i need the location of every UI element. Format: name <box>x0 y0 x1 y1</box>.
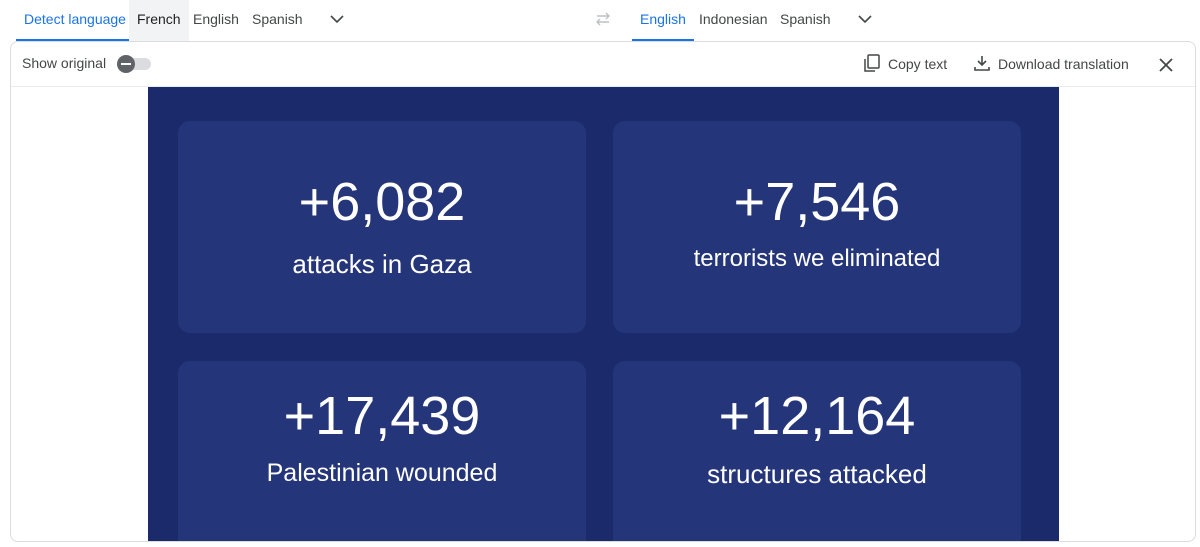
stat-label: terrorists we eliminated <box>693 245 941 272</box>
close-icon[interactable] <box>1155 54 1177 76</box>
stat-label: attacks in Gaza <box>292 249 472 279</box>
stat-number: +7,546 <box>733 172 901 232</box>
translation-toolbar: Show original Copy text Download transla… <box>11 42 1195 87</box>
language-bar: Detect language French English Spanish E… <box>0 0 1200 41</box>
stat-number: +12,164 <box>718 386 916 446</box>
target-tab-spanish[interactable]: Spanish <box>780 11 831 27</box>
download-translation-label: Download translation <box>998 56 1129 72</box>
stat-label: structures attacked <box>707 459 927 489</box>
stat-card-structures: +12,164 structures attacked <box>613 361 1021 541</box>
stat-card-attacks: +6,082 attacks in Gaza <box>178 121 586 333</box>
download-translation-button[interactable]: Download translation <box>972 52 1132 76</box>
stat-label: Palestinian wounded <box>266 459 498 487</box>
copy-icon <box>864 54 880 72</box>
target-more-languages-chevron-down-icon[interactable] <box>856 10 874 28</box>
source-tab-spanish[interactable]: Spanish <box>252 11 303 27</box>
stat-number: +17,439 <box>283 386 481 446</box>
translated-image: +6,082 attacks in Gaza +7,546 terrorists… <box>148 87 1059 541</box>
translation-panel: Show original Copy text Download transla… <box>10 41 1196 542</box>
stat-number: +6,082 <box>298 172 466 232</box>
target-tab-indonesian[interactable]: Indonesian <box>699 11 768 27</box>
stat-card-terrorists: +7,546 terrorists we eliminated <box>613 121 1021 333</box>
toggle-thumb <box>117 55 135 73</box>
stat-card-wounded: +17,439 Palestinian wounded <box>178 361 586 541</box>
copy-text-button[interactable]: Copy text <box>862 52 952 76</box>
source-more-languages-chevron-down-icon[interactable] <box>328 10 346 28</box>
show-original-label: Show original <box>22 55 107 71</box>
target-tab-english[interactable]: English <box>632 0 694 41</box>
swap-languages-icon[interactable] <box>593 9 613 29</box>
source-tab-english[interactable]: English <box>193 11 239 27</box>
copy-text-label: Copy text <box>888 56 948 72</box>
show-original-toggle[interactable] <box>117 55 151 73</box>
source-tab-detect-language[interactable]: Detect language <box>16 0 134 41</box>
download-icon <box>974 56 990 71</box>
source-tab-french[interactable]: French <box>129 0 189 41</box>
